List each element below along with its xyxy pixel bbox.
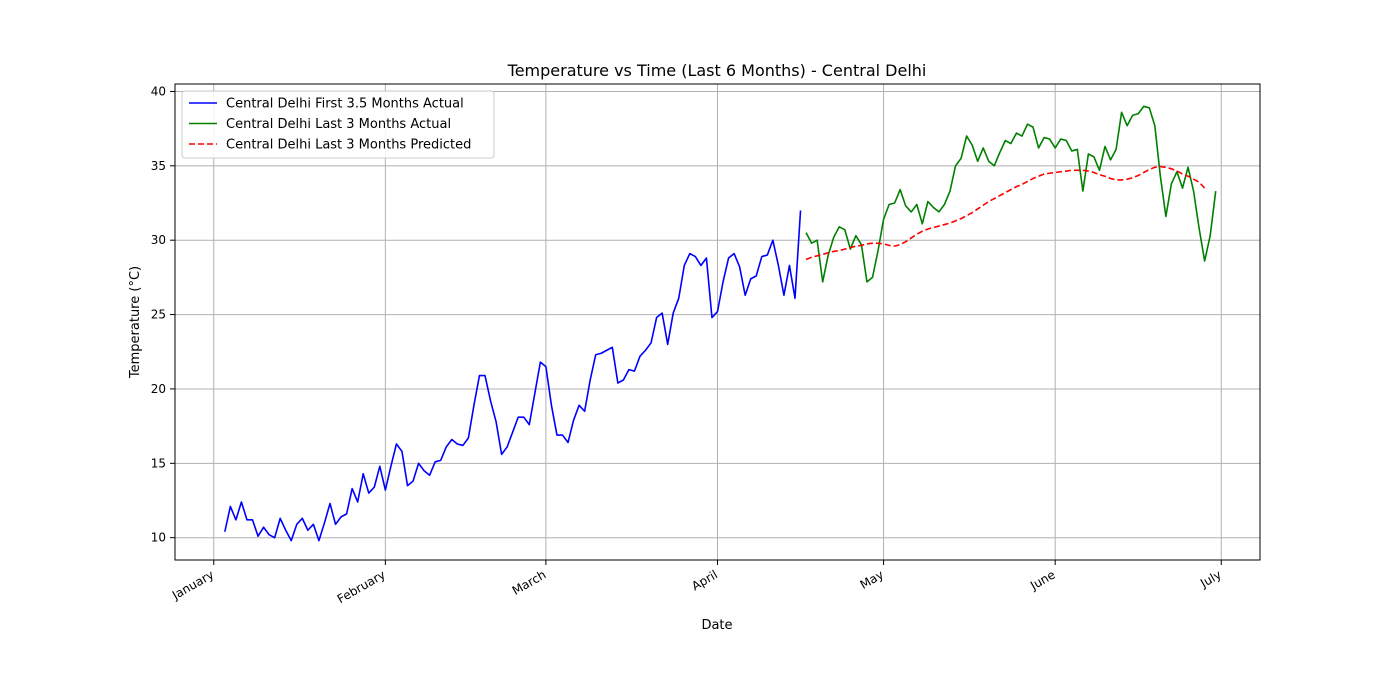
gridlines bbox=[175, 84, 1260, 560]
legend-label-1: Central Delhi Last 3 Months Actual bbox=[226, 117, 451, 132]
y-tick-label: 40 bbox=[151, 84, 166, 98]
chart-title: Temperature vs Time (Last 6 Months) - Ce… bbox=[507, 61, 927, 80]
y-axis-label: Temperature (°C) bbox=[128, 266, 143, 379]
y-tick-label: 20 bbox=[151, 382, 166, 396]
y-tick-label: 15 bbox=[151, 456, 166, 470]
legend-label-0: Central Delhi First 3.5 Months Actual bbox=[226, 97, 464, 112]
series-line-1 bbox=[805, 105, 1217, 283]
y-tick-label: 25 bbox=[151, 308, 166, 322]
legend: Central Delhi First 3.5 Months Actual Cen… bbox=[181, 90, 495, 159]
y-tick-label: 35 bbox=[151, 159, 166, 173]
series-layer bbox=[224, 105, 1217, 542]
x-axis-label: Date bbox=[701, 618, 732, 633]
series-line-2 bbox=[805, 165, 1206, 261]
y-tick-label: 30 bbox=[151, 233, 166, 247]
y-axis-ticks: 10 15 20 25 30 35 40 bbox=[151, 84, 175, 545]
y-tick-label: 10 bbox=[151, 531, 166, 545]
legend-box bbox=[181, 90, 495, 159]
series-line-0 bbox=[224, 210, 802, 542]
legend-label-2: Central Delhi Last 3 Months Predicted bbox=[226, 138, 471, 153]
